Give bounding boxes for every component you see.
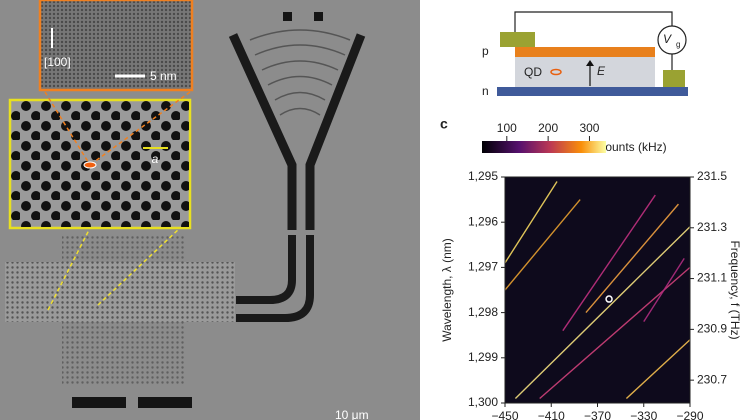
voltage-label: V [663, 32, 672, 46]
voltage-subscript: g [676, 40, 680, 49]
panel-label: c [440, 116, 448, 132]
spectral-line [504, 181, 558, 264]
colorbar-tick-label: 100 [497, 121, 517, 135]
spectral-line [514, 226, 691, 399]
intrinsic-layer [515, 57, 655, 87]
qd-marker [83, 161, 97, 169]
colorbar-tick-label: 200 [538, 121, 558, 135]
pad [72, 397, 126, 408]
waveguide [228, 33, 366, 230]
micrograph: a [100] 5 nm 10 μm [0, 0, 420, 420]
y-tick-label: 1,297 [468, 260, 498, 274]
x-tick-label: −330 [630, 409, 657, 420]
pad [283, 12, 292, 21]
p-layer [515, 47, 655, 57]
n-layer [497, 87, 688, 96]
n-label: n [482, 84, 489, 98]
hole-array [11, 101, 189, 227]
y2-tick-label: 231.1 [697, 271, 727, 285]
y2-tick-label: 230.9 [697, 322, 727, 336]
colorbar [482, 141, 606, 153]
y2-axis-label: Frequency, f (THz) [728, 240, 742, 339]
grating [249, 29, 351, 116]
y-tick-label: 1,296 [468, 214, 498, 228]
waveguide [236, 235, 314, 322]
spectral-line [585, 203, 679, 314]
field-label: E [597, 64, 606, 78]
y2-tick-label: 230.7 [697, 372, 727, 386]
spectral-line [504, 199, 581, 291]
x-tick-label: −410 [538, 409, 565, 420]
plot-area [505, 177, 690, 403]
x-tick-label: −290 [676, 409, 703, 420]
guide-line [47, 227, 91, 311]
qd-icon [550, 68, 562, 76]
voltage-source [657, 25, 687, 55]
marker [605, 295, 613, 303]
p-label: p [482, 44, 489, 58]
guide-line [97, 227, 181, 306]
wire [514, 11, 673, 70]
direction-label: [100] [44, 55, 71, 69]
contact [663, 70, 685, 87]
scale-label: 10 μm [335, 408, 369, 420]
y-tick-label: 1,299 [468, 350, 498, 364]
x-tick-label: −450 [491, 409, 518, 420]
pad [314, 12, 323, 21]
lattice-label: a [152, 152, 159, 166]
pad [138, 397, 192, 408]
contact [500, 32, 535, 47]
y-axis-label: Wavelength, λ (nm) [440, 238, 454, 342]
spectral-line [625, 339, 691, 399]
patterned-region [62, 236, 184, 386]
schematic: V g p n QD E [482, 11, 688, 98]
qd-label: QD [524, 65, 542, 79]
spectral-line [562, 194, 656, 332]
y-tick-label: 1,300 [468, 395, 498, 409]
spectral-line [643, 257, 685, 323]
field-arrowhead [586, 60, 594, 66]
y-tick-label: 1,298 [468, 305, 498, 319]
y2-tick-label: 231.3 [697, 220, 727, 234]
x-tick-label: −370 [584, 409, 611, 420]
colorbar-tick-label: 300 [579, 121, 599, 135]
guide-line [44, 91, 91, 166]
inset-scale-label: 5 nm [150, 69, 177, 83]
y-tick-label: 1,295 [468, 169, 498, 183]
y2-tick-label: 231.5 [697, 169, 727, 183]
